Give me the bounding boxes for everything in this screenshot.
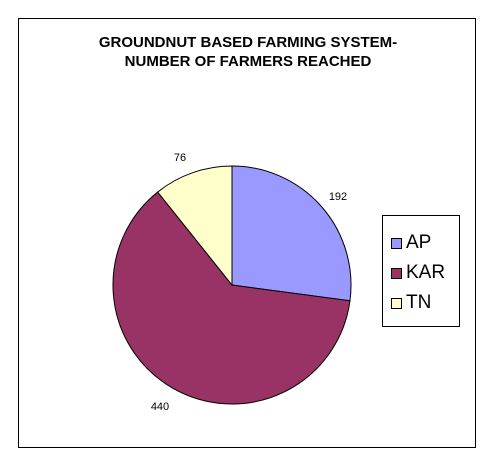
legend-swatch-ap: [391, 237, 402, 249]
legend-swatch-kar: [391, 267, 402, 279]
pie-slice-ap: [231, 165, 352, 302]
legend-item-tn: TN: [391, 290, 431, 316]
chart-title-line-1: GROUNDNUT BASED FARMING SYSTEM-: [98, 34, 398, 51]
data-label-tn: 76: [174, 152, 186, 164]
legend-label-tn: TN: [406, 292, 432, 313]
legend-label-ap: AP: [406, 232, 432, 253]
data-label-kar: 440: [151, 401, 169, 413]
data-label-ap: 192: [329, 191, 347, 203]
chart-title: GROUNDNUT BASED FARMING SYSTEM- NUMBER O…: [0, 33, 496, 71]
pie-slice-tn: [156, 165, 233, 287]
chart-title-line-2: NUMBER OF FARMERS REACHED: [124, 53, 372, 70]
legend: AP KAR TN: [382, 215, 460, 327]
legend-item-kar: KAR: [391, 260, 445, 286]
legend-swatch-tn: [391, 297, 402, 309]
legend-item-ap: AP: [391, 230, 431, 256]
pie-slice-kar: [112, 191, 351, 405]
legend-label-kar: KAR: [406, 262, 446, 283]
